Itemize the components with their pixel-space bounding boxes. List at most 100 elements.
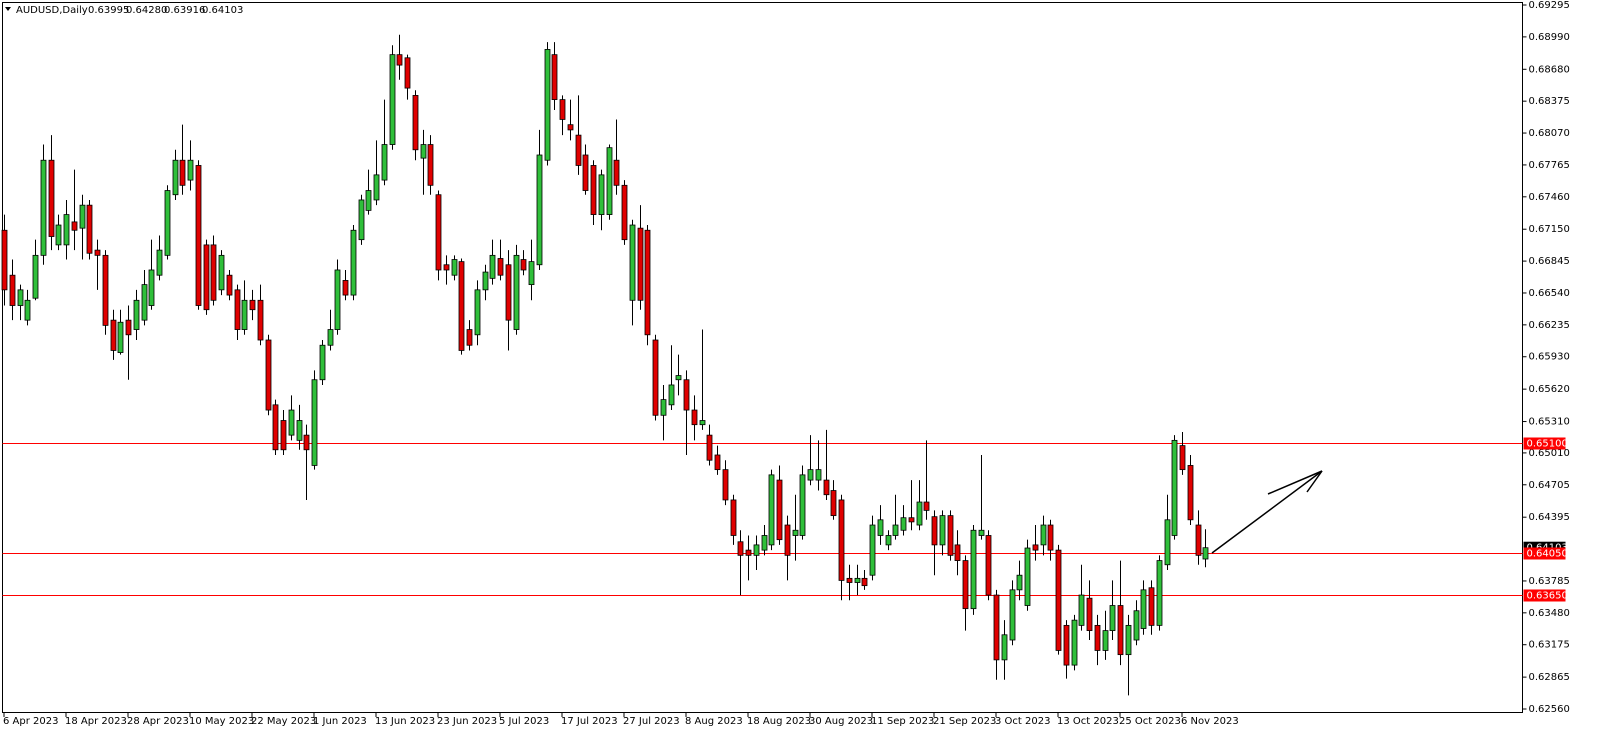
candle-body bbox=[520, 259, 527, 271]
candle-body bbox=[257, 299, 264, 341]
candle-body bbox=[334, 269, 341, 330]
candle-body bbox=[505, 264, 512, 321]
candle-body bbox=[528, 261, 535, 286]
candle-body bbox=[567, 124, 574, 131]
candle-body bbox=[815, 469, 822, 481]
y-tick-label: 0.62865 bbox=[1529, 672, 1570, 683]
candle-body bbox=[1117, 605, 1124, 656]
candle-body bbox=[350, 229, 357, 296]
candle-body bbox=[861, 577, 868, 587]
y-tick-label: 0.69295 bbox=[1529, 0, 1570, 11]
candle-body bbox=[234, 289, 241, 330]
y-tick-label: 0.66540 bbox=[1529, 288, 1570, 299]
y-tick-label: 0.68680 bbox=[1529, 64, 1570, 75]
candle-body bbox=[652, 339, 659, 416]
y-tick-label: 0.67460 bbox=[1529, 192, 1570, 203]
axes: 0.69295 0.68990 0.68680 0.68375 0.68070 0.677… bbox=[3, 0, 1570, 727]
candle-body bbox=[598, 174, 605, 215]
candle-body bbox=[342, 280, 349, 296]
y-tick-label: 0.62560 bbox=[1529, 704, 1570, 715]
candle-body bbox=[931, 516, 938, 546]
candle-body bbox=[458, 261, 465, 351]
candle-body bbox=[854, 577, 861, 583]
candle-body bbox=[582, 154, 589, 191]
y-tick-label: 0.63785 bbox=[1529, 576, 1570, 587]
candle-body bbox=[830, 490, 837, 517]
candle-body bbox=[590, 165, 597, 215]
candle-body bbox=[985, 535, 992, 596]
x-tick-label: 18 Apr 2023 bbox=[65, 716, 127, 727]
candle-body bbox=[869, 524, 876, 576]
candle-body bbox=[1040, 524, 1047, 546]
candle-body bbox=[1024, 547, 1031, 606]
candle-body bbox=[179, 159, 186, 186]
candle-body bbox=[737, 541, 744, 556]
x-tick-label: 5 Jul 2023 bbox=[499, 716, 549, 727]
candle-body bbox=[908, 517, 915, 523]
candle-body bbox=[807, 469, 814, 481]
candle-body bbox=[559, 99, 566, 120]
level-label-box bbox=[1523, 589, 1566, 602]
levels bbox=[2, 443, 1523, 596]
x-tick-label: 10 May 2023 bbox=[189, 716, 254, 727]
candle-body bbox=[241, 299, 248, 330]
candle-body bbox=[838, 499, 845, 581]
plot-frame bbox=[2, 2, 1523, 713]
level-label: 0.64050 bbox=[1527, 549, 1568, 560]
candle-body bbox=[792, 529, 799, 536]
candle-body bbox=[978, 529, 985, 536]
level-label: 0.63650 bbox=[1527, 591, 1568, 602]
candle-body bbox=[575, 134, 582, 166]
x-tick-label: 17 Jul 2023 bbox=[561, 716, 618, 727]
y-tick-label: 0.64395 bbox=[1529, 512, 1570, 523]
header-close: 0.64103 bbox=[202, 5, 243, 16]
x-tick-label: 13 Jun 2023 bbox=[375, 716, 435, 727]
x-tick-label: 3 Oct 2023 bbox=[995, 716, 1050, 727]
candle-body bbox=[714, 454, 721, 471]
candle-body bbox=[536, 154, 543, 266]
candle-body bbox=[497, 258, 504, 276]
candle-body bbox=[1195, 524, 1202, 556]
candle-body bbox=[1164, 519, 1171, 566]
y-tick-label: 0.63480 bbox=[1529, 608, 1570, 619]
candle-body bbox=[660, 399, 667, 416]
candle-body bbox=[358, 199, 365, 241]
candle-body bbox=[675, 375, 682, 381]
candle-body bbox=[435, 194, 442, 271]
candle-body bbox=[1148, 587, 1155, 626]
candle-body bbox=[1094, 624, 1101, 651]
x-tick-label: 21 Sep 2023 bbox=[933, 716, 996, 727]
x-tick-label: 11 Sep 2023 bbox=[871, 716, 934, 727]
candle-body bbox=[993, 594, 1000, 661]
x-tick-label: 23 Jun 2023 bbox=[437, 716, 497, 727]
header-icon bbox=[5, 7, 11, 11]
candle-body bbox=[939, 515, 946, 546]
candle-body bbox=[613, 159, 620, 186]
candle-body bbox=[412, 95, 419, 151]
y-tick-label: 0.67150 bbox=[1529, 224, 1570, 235]
candle-body bbox=[722, 469, 729, 501]
candle-body bbox=[699, 420, 706, 426]
candle-body bbox=[1202, 547, 1209, 560]
candle-body bbox=[885, 535, 892, 546]
candle-body bbox=[373, 174, 380, 201]
candle-body bbox=[420, 144, 427, 159]
y-tick-label: 0.66845 bbox=[1529, 256, 1570, 267]
candle-body bbox=[303, 434, 310, 451]
candle-body bbox=[1032, 544, 1039, 551]
y-tick-label: 0.68070 bbox=[1529, 128, 1570, 139]
candle-body bbox=[55, 224, 62, 246]
candle-body bbox=[1047, 524, 1054, 551]
candle-body bbox=[629, 224, 636, 301]
candle-body bbox=[970, 529, 977, 610]
candle-body bbox=[319, 344, 326, 381]
candle-body bbox=[94, 249, 101, 256]
candle-body bbox=[443, 264, 450, 271]
candle-body bbox=[730, 499, 737, 536]
candle-body bbox=[226, 274, 233, 296]
candle-body bbox=[102, 254, 109, 326]
candle-body bbox=[1001, 634, 1008, 661]
candle-body bbox=[668, 384, 675, 406]
candle-body bbox=[466, 329, 473, 346]
